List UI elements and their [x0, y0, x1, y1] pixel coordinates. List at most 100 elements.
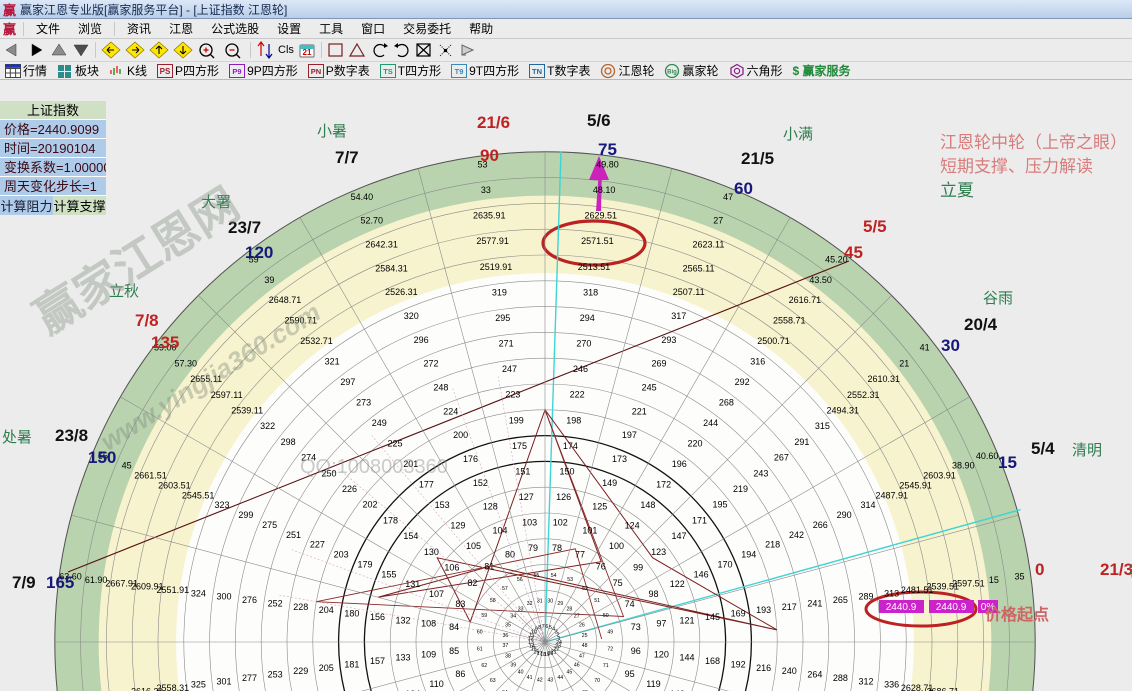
svg-text:122: 122	[670, 579, 685, 589]
svg-text:24: 24	[556, 640, 562, 646]
svg-text:56: 56	[517, 577, 523, 583]
svg-text:2603.51: 2603.51	[158, 480, 191, 490]
svg-text:38: 38	[505, 653, 511, 659]
svg-text:202: 202	[362, 500, 377, 510]
svg-text:84: 84	[449, 622, 459, 632]
svg-text:2667.91: 2667.91	[105, 578, 138, 588]
svg-text:51: 51	[594, 598, 600, 604]
svg-text:145: 145	[705, 612, 720, 622]
svg-text:152: 152	[473, 478, 488, 488]
svg-text:33: 33	[481, 185, 491, 195]
svg-text:247: 247	[502, 364, 517, 374]
svg-text:250: 250	[322, 468, 337, 478]
svg-text:179: 179	[358, 559, 373, 569]
svg-text:53: 53	[567, 577, 573, 583]
svg-text:128: 128	[483, 502, 498, 512]
svg-text:177: 177	[419, 479, 434, 489]
svg-text:76: 76	[596, 561, 606, 571]
svg-text:148: 148	[640, 500, 655, 510]
svg-text:295: 295	[495, 313, 510, 323]
svg-text:47: 47	[579, 653, 585, 659]
svg-text:219: 219	[733, 484, 748, 494]
svg-text:29: 29	[557, 601, 563, 607]
svg-text:270: 270	[576, 339, 591, 349]
svg-text:47: 47	[723, 192, 733, 202]
svg-text:2545.91: 2545.91	[899, 480, 932, 490]
svg-text:271: 271	[499, 339, 514, 349]
svg-text:2500.71: 2500.71	[757, 336, 790, 346]
svg-text:55: 55	[534, 573, 540, 579]
svg-text:316: 316	[750, 357, 765, 367]
svg-text:242: 242	[789, 530, 804, 540]
svg-text:248: 248	[433, 383, 448, 393]
svg-text:27: 27	[574, 614, 580, 620]
svg-text:178: 178	[383, 515, 398, 525]
svg-text:8: 8	[538, 625, 541, 631]
svg-text:52: 52	[582, 586, 588, 592]
svg-text:70: 70	[594, 678, 600, 684]
svg-text:102: 102	[553, 518, 568, 528]
svg-text:106: 106	[444, 563, 459, 573]
svg-text:268: 268	[719, 398, 734, 408]
svg-text:315: 315	[815, 421, 830, 431]
svg-text:320: 320	[404, 311, 419, 321]
svg-text:72: 72	[607, 647, 613, 653]
svg-text:314: 314	[860, 500, 875, 510]
svg-text:336: 336	[884, 680, 899, 690]
svg-text:200: 200	[453, 430, 468, 440]
svg-text:228: 228	[293, 602, 308, 612]
svg-text:321: 321	[325, 357, 340, 367]
svg-text:2487.91: 2487.91	[876, 490, 909, 500]
svg-text:132: 132	[396, 615, 411, 625]
svg-text:38.90: 38.90	[952, 461, 975, 471]
svg-text:110: 110	[429, 679, 443, 689]
svg-text:155: 155	[381, 569, 396, 579]
svg-text:181: 181	[344, 659, 359, 669]
svg-text:7: 7	[542, 624, 545, 630]
svg-text:291: 291	[794, 437, 809, 447]
svg-text:85: 85	[449, 646, 459, 656]
svg-text:2565.11: 2565.11	[683, 263, 715, 273]
svg-text:42: 42	[537, 678, 543, 684]
svg-text:37: 37	[502, 643, 508, 649]
svg-text:61.90: 61.90	[85, 575, 108, 585]
svg-text:294: 294	[580, 313, 595, 323]
svg-text:79: 79	[528, 543, 538, 553]
svg-text:297: 297	[340, 377, 355, 387]
svg-text:2590.71: 2590.71	[284, 316, 317, 326]
svg-text:325: 325	[191, 680, 206, 690]
svg-text:296: 296	[414, 335, 429, 345]
svg-text:2552.31: 2552.31	[847, 390, 880, 400]
svg-text:45: 45	[122, 461, 132, 471]
svg-text:205: 205	[319, 663, 334, 673]
svg-text:PN: PN	[311, 67, 321, 76]
svg-text:54.40: 54.40	[351, 192, 374, 202]
svg-text:172: 172	[656, 479, 671, 489]
svg-text:243: 243	[753, 468, 768, 478]
svg-text:TS: TS	[383, 67, 393, 76]
svg-text:101: 101	[582, 526, 597, 536]
svg-text:312: 312	[859, 676, 874, 686]
svg-text:269: 269	[652, 359, 667, 369]
svg-text:265: 265	[833, 595, 848, 605]
svg-text:198: 198	[566, 415, 581, 425]
svg-text:71: 71	[603, 663, 609, 669]
svg-text:252: 252	[268, 598, 283, 608]
svg-text:245: 245	[642, 383, 657, 393]
svg-text:39: 39	[264, 275, 274, 285]
svg-text:251: 251	[286, 530, 301, 540]
svg-text:3: 3	[555, 629, 558, 635]
svg-text:77: 77	[575, 549, 585, 559]
svg-text:125: 125	[592, 502, 607, 512]
svg-text:52.70: 52.70	[360, 216, 383, 226]
svg-text:105: 105	[466, 541, 481, 551]
svg-text:81: 81	[484, 561, 494, 571]
svg-text:32: 32	[527, 601, 533, 607]
svg-text:151: 151	[515, 466, 530, 476]
svg-text:199: 199	[509, 415, 524, 425]
svg-text:129: 129	[450, 520, 465, 530]
svg-text:300: 300	[216, 592, 231, 602]
svg-text:324: 324	[191, 588, 206, 598]
svg-text:131: 131	[405, 579, 420, 589]
svg-text:T9: T9	[455, 67, 464, 76]
